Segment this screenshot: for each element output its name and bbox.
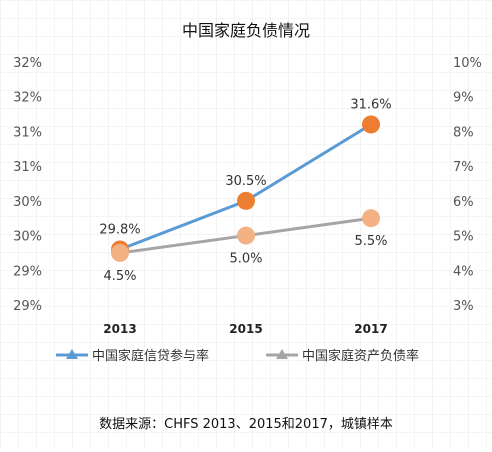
left-axis: 32% 32% 31% 31% 30% 30% 29% 29% — [13, 56, 42, 314]
legend-marker-leverage — [276, 349, 288, 359]
source-note: 数据来源：CHFS 2013、2015和2017，城镇样本 — [99, 417, 393, 432]
x-tick-label: 2015 — [229, 322, 262, 336]
series-layer: 29.8% 30.5% 31.6% 4.5% 5.0% 5.5% — [99, 97, 391, 283]
left-tick-label: 32% — [13, 91, 42, 106]
data-label: 29.8% — [99, 222, 140, 237]
left-tick-label: 29% — [13, 264, 42, 279]
right-tick-label: 4% — [453, 264, 474, 279]
right-tick-label: 3% — [453, 299, 474, 314]
legend-label-credit: 中国家庭信贷参与率 — [92, 348, 209, 364]
x-axis: 2013 2015 2017 — [103, 322, 387, 336]
chart-title: 中国家庭负债情况 — [182, 21, 310, 40]
right-tick-label: 5% — [453, 230, 474, 245]
right-tick-label: 8% — [453, 125, 474, 140]
right-tick-label: 9% — [453, 91, 474, 106]
data-label: 5.5% — [354, 234, 387, 249]
left-tick-label: 30% — [13, 195, 42, 210]
legend-item-leverage: 中国家庭资产负债率 — [266, 348, 419, 364]
left-tick-label: 30% — [13, 230, 42, 245]
data-point — [362, 115, 380, 134]
data-point — [237, 226, 255, 245]
left-tick-label: 31% — [13, 160, 42, 175]
data-label: 4.5% — [103, 269, 136, 284]
x-tick-label: 2017 — [354, 322, 387, 336]
legend-marker-credit — [66, 349, 78, 359]
legend-label-leverage: 中国家庭资产负债率 — [302, 348, 419, 364]
data-point — [362, 209, 380, 228]
data-point — [237, 191, 255, 210]
left-tick-label: 29% — [13, 299, 42, 314]
data-label: 30.5% — [225, 174, 266, 189]
data-label: 31.6% — [350, 97, 391, 112]
legend: 中国家庭信贷参与率 中国家庭资产负债率 — [56, 348, 419, 364]
legend-item-credit: 中国家庭信贷参与率 — [56, 348, 209, 364]
left-tick-label: 31% — [13, 125, 42, 140]
right-axis: 10% 9% 8% 7% 6% 5% 4% 3% — [453, 56, 482, 314]
x-tick-label: 2013 — [103, 322, 136, 336]
right-tick-label: 6% — [453, 195, 474, 210]
right-tick-label: 10% — [453, 56, 482, 71]
right-tick-label: 7% — [453, 160, 474, 175]
data-point — [111, 243, 129, 262]
data-label: 5.0% — [229, 252, 262, 267]
left-tick-label: 32% — [13, 56, 42, 71]
